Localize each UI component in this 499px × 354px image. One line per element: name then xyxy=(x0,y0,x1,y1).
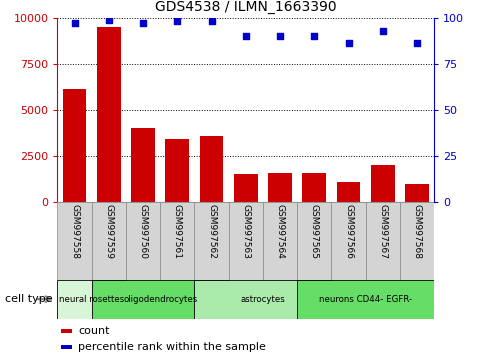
Bar xyxy=(405,184,429,202)
Bar xyxy=(160,202,195,280)
Point xyxy=(173,18,181,24)
Bar xyxy=(126,202,160,280)
Bar xyxy=(92,202,126,280)
Text: GSM997558: GSM997558 xyxy=(70,204,79,259)
Text: GSM997565: GSM997565 xyxy=(310,204,319,259)
Bar xyxy=(57,280,126,319)
Point xyxy=(242,33,250,39)
Bar xyxy=(234,174,258,202)
Text: GSM997564: GSM997564 xyxy=(275,204,284,259)
Text: GSM997568: GSM997568 xyxy=(413,204,422,259)
Text: count: count xyxy=(78,326,110,336)
Text: GSM997563: GSM997563 xyxy=(241,204,250,259)
Text: GSM997562: GSM997562 xyxy=(207,204,216,259)
Text: astrocytes: astrocytes xyxy=(241,295,285,304)
Bar xyxy=(97,27,121,202)
Bar xyxy=(57,202,92,280)
Bar xyxy=(371,165,395,202)
Bar xyxy=(263,202,297,280)
Bar xyxy=(302,173,326,202)
Point xyxy=(276,33,284,39)
Text: GSM997561: GSM997561 xyxy=(173,204,182,259)
Bar xyxy=(165,139,189,202)
Text: neurons CD44- EGFR-: neurons CD44- EGFR- xyxy=(319,295,412,304)
Bar xyxy=(400,202,434,280)
Text: cell type: cell type xyxy=(5,294,52,304)
Point xyxy=(70,21,78,26)
Bar xyxy=(131,128,155,202)
Bar xyxy=(61,345,72,349)
Text: GSM997567: GSM997567 xyxy=(378,204,387,259)
Point xyxy=(344,41,352,46)
Bar xyxy=(336,182,360,202)
Text: oligodendrocytes: oligodendrocytes xyxy=(123,295,197,304)
Bar xyxy=(61,329,72,333)
Text: GSM997559: GSM997559 xyxy=(104,204,113,259)
Bar xyxy=(297,202,331,280)
Text: percentile rank within the sample: percentile rank within the sample xyxy=(78,342,266,352)
Point xyxy=(139,21,147,26)
Bar xyxy=(200,136,224,202)
Point xyxy=(379,28,387,33)
Text: GSM997560: GSM997560 xyxy=(139,204,148,259)
Point xyxy=(105,17,113,22)
Bar xyxy=(62,90,86,202)
Bar xyxy=(92,280,229,319)
Text: GSM997566: GSM997566 xyxy=(344,204,353,259)
Point xyxy=(310,33,318,39)
Text: neural rosettes: neural rosettes xyxy=(59,295,124,304)
Bar xyxy=(229,202,263,280)
Bar xyxy=(297,280,434,319)
Point xyxy=(208,18,216,24)
Bar xyxy=(195,202,229,280)
Bar xyxy=(268,173,292,202)
Bar xyxy=(366,202,400,280)
Bar xyxy=(331,202,366,280)
Title: GDS4538 / ILMN_1663390: GDS4538 / ILMN_1663390 xyxy=(155,0,336,14)
Bar xyxy=(195,280,331,319)
Point xyxy=(413,41,421,46)
